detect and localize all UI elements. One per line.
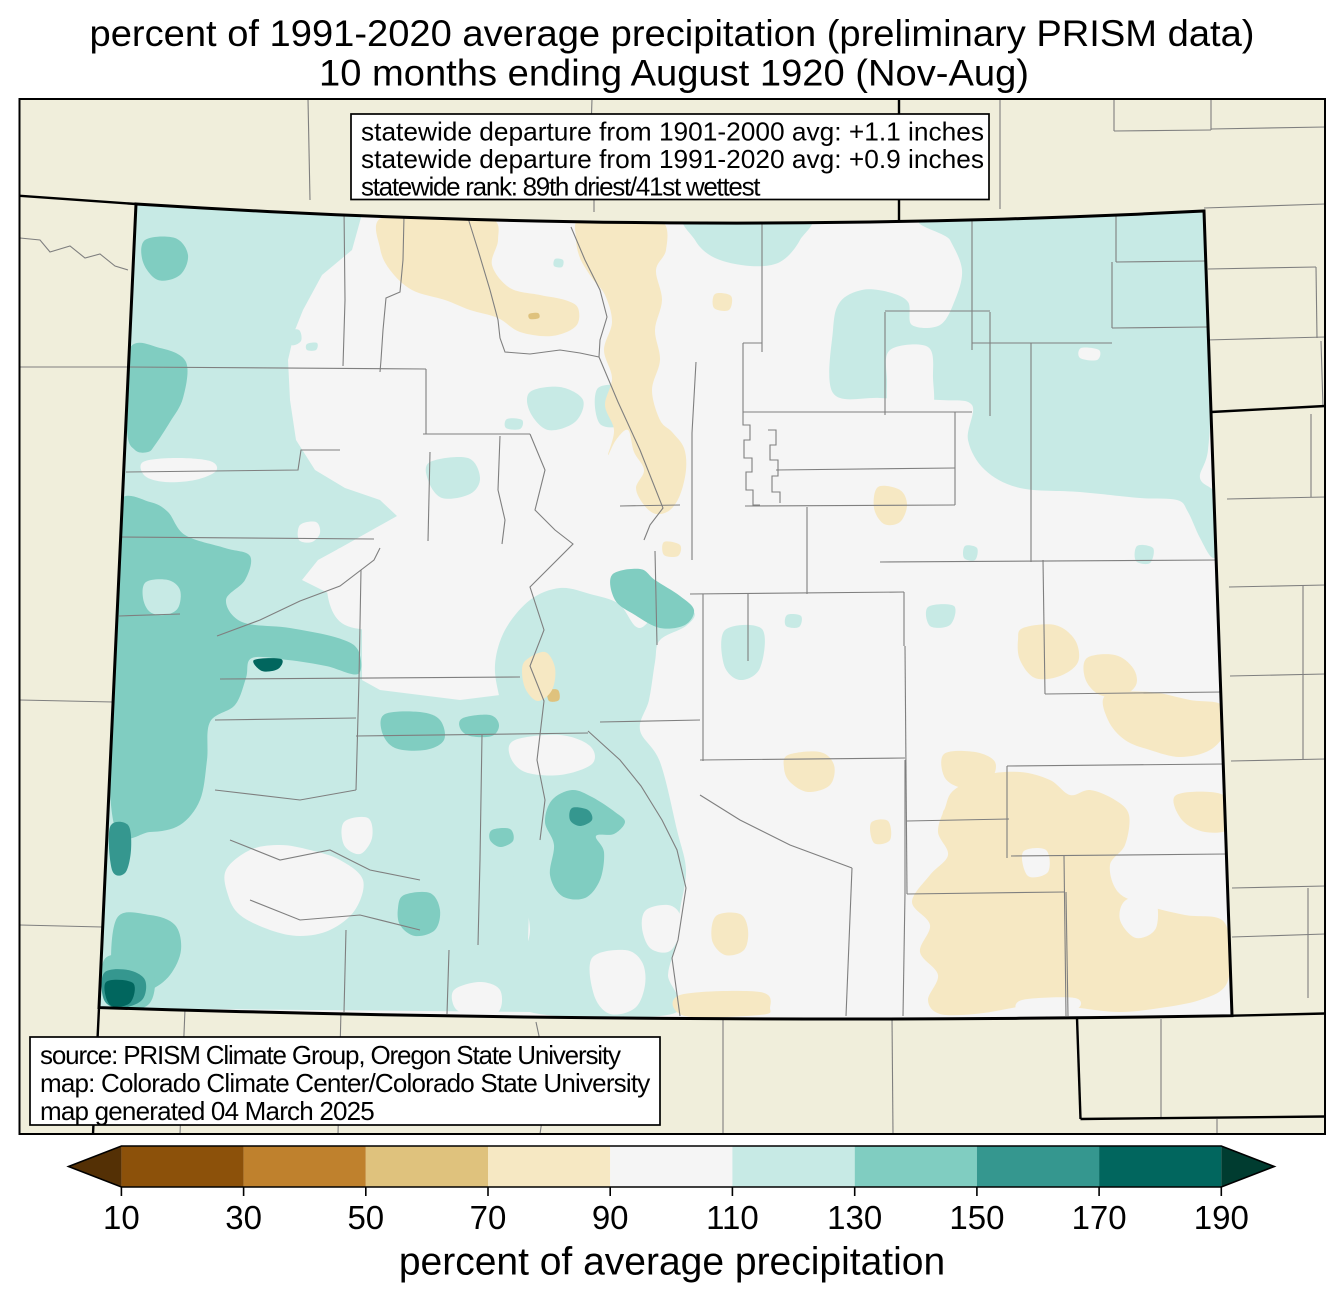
svg-text:30: 30	[225, 1199, 262, 1236]
svg-text:190: 190	[1194, 1199, 1249, 1236]
svg-text:statewide departure from 1991-: statewide departure from 1991-2020 avg: …	[361, 144, 984, 174]
svg-text:source: PRISM Climate Group, O: source: PRISM Climate Group, Oregon Stat…	[40, 1040, 621, 1070]
svg-text:10 months ending August 1920 (: 10 months ending August 1920 (Nov-Aug)	[319, 52, 1029, 94]
svg-text:statewide departure from 1901-: statewide departure from 1901-2000 avg: …	[361, 117, 984, 147]
svg-text:map generated 04 March 2025: map generated 04 March 2025	[40, 1096, 374, 1126]
svg-text:90: 90	[592, 1199, 629, 1236]
svg-text:170: 170	[1072, 1199, 1127, 1236]
svg-text:150: 150	[949, 1199, 1004, 1236]
svg-text:percent of 1991-2020 average p: percent of 1991-2020 average precipitati…	[90, 12, 1255, 54]
svg-text:110: 110	[706, 1199, 759, 1236]
svg-text:130: 130	[827, 1199, 882, 1236]
svg-text:map: Colorado Climate Center/C: map: Colorado Climate Center/Colorado St…	[40, 1068, 650, 1098]
svg-text:70: 70	[470, 1199, 507, 1236]
svg-text:statewide rank: 89th driest/41: statewide rank: 89th driest/41st wettest	[361, 172, 761, 202]
svg-text:50: 50	[347, 1199, 384, 1236]
svg-text:percent of average precipitati: percent of average precipitation	[399, 1241, 945, 1284]
svg-text:10: 10	[103, 1199, 140, 1236]
